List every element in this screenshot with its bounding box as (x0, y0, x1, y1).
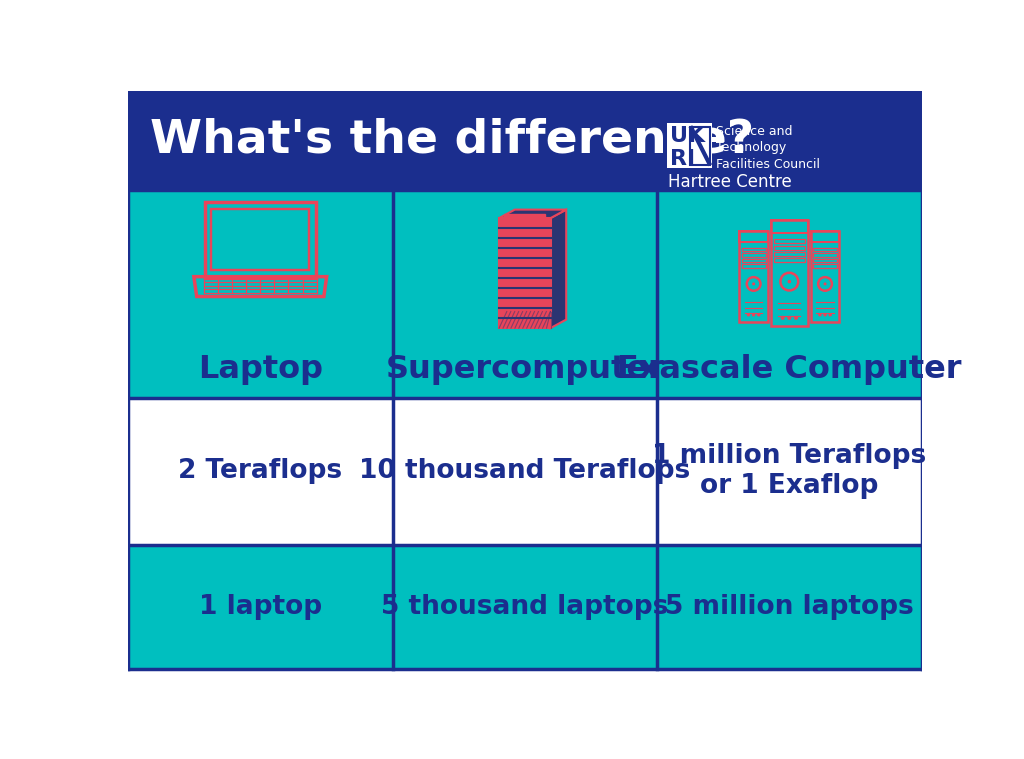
Bar (741, 259, 766, 262)
Bar (128, 545, 392, 669)
Text: RI: RI (670, 149, 695, 168)
Bar (128, 398, 392, 545)
Bar (741, 247, 766, 251)
Bar (392, 545, 657, 669)
Text: 1 laptop: 1 laptop (199, 594, 322, 620)
Polygon shape (551, 209, 566, 328)
Circle shape (781, 317, 784, 320)
Text: Science and
Technology
Facilities Council: Science and Technology Facilities Counci… (716, 125, 820, 171)
Circle shape (758, 313, 760, 316)
Bar (690, 127, 710, 165)
Bar (128, 91, 922, 190)
Bar (739, 231, 768, 322)
Text: Exascale Computer: Exascale Computer (617, 354, 962, 385)
Text: 5 thousand laptops: 5 thousand laptops (381, 594, 669, 620)
Circle shape (824, 283, 826, 285)
Bar (813, 247, 837, 251)
Text: 1 million Teraflops
or 1 Exaflop: 1 million Teraflops or 1 Exaflop (652, 443, 927, 499)
Text: 10 thousand Teraflops: 10 thousand Teraflops (359, 458, 690, 484)
Circle shape (824, 313, 826, 316)
Circle shape (819, 313, 821, 316)
Circle shape (788, 281, 791, 282)
Bar (741, 254, 766, 257)
Polygon shape (499, 218, 551, 328)
Bar (771, 220, 808, 326)
Bar (741, 264, 766, 268)
Polygon shape (499, 209, 566, 218)
Text: Hartree Centre: Hartree Centre (669, 173, 792, 191)
Bar (811, 231, 840, 242)
Circle shape (829, 313, 831, 316)
Circle shape (787, 317, 791, 320)
Text: 5 million laptops: 5 million laptops (665, 594, 913, 620)
Circle shape (795, 317, 798, 320)
Bar (657, 190, 922, 398)
Circle shape (753, 283, 755, 285)
Bar (813, 254, 837, 257)
Bar (811, 231, 840, 322)
Polygon shape (504, 214, 546, 218)
Bar (771, 220, 808, 233)
Bar (774, 239, 805, 244)
Bar (392, 398, 657, 545)
Bar (774, 258, 805, 263)
Bar (774, 252, 805, 256)
Bar (813, 259, 837, 262)
Bar (813, 264, 837, 268)
Bar (739, 231, 768, 242)
Bar (667, 124, 712, 168)
Bar (392, 190, 657, 398)
Bar (657, 545, 922, 669)
Bar (774, 246, 805, 250)
Text: Supercomputer: Supercomputer (385, 354, 665, 385)
Text: Laptop: Laptop (198, 354, 323, 385)
Text: 2 Teraflops: 2 Teraflops (178, 458, 342, 484)
Circle shape (753, 313, 755, 316)
Text: UK: UK (670, 127, 705, 146)
Bar (657, 398, 922, 545)
Circle shape (748, 313, 750, 316)
Bar (128, 190, 392, 398)
Text: What's the difference?: What's the difference? (150, 118, 754, 163)
